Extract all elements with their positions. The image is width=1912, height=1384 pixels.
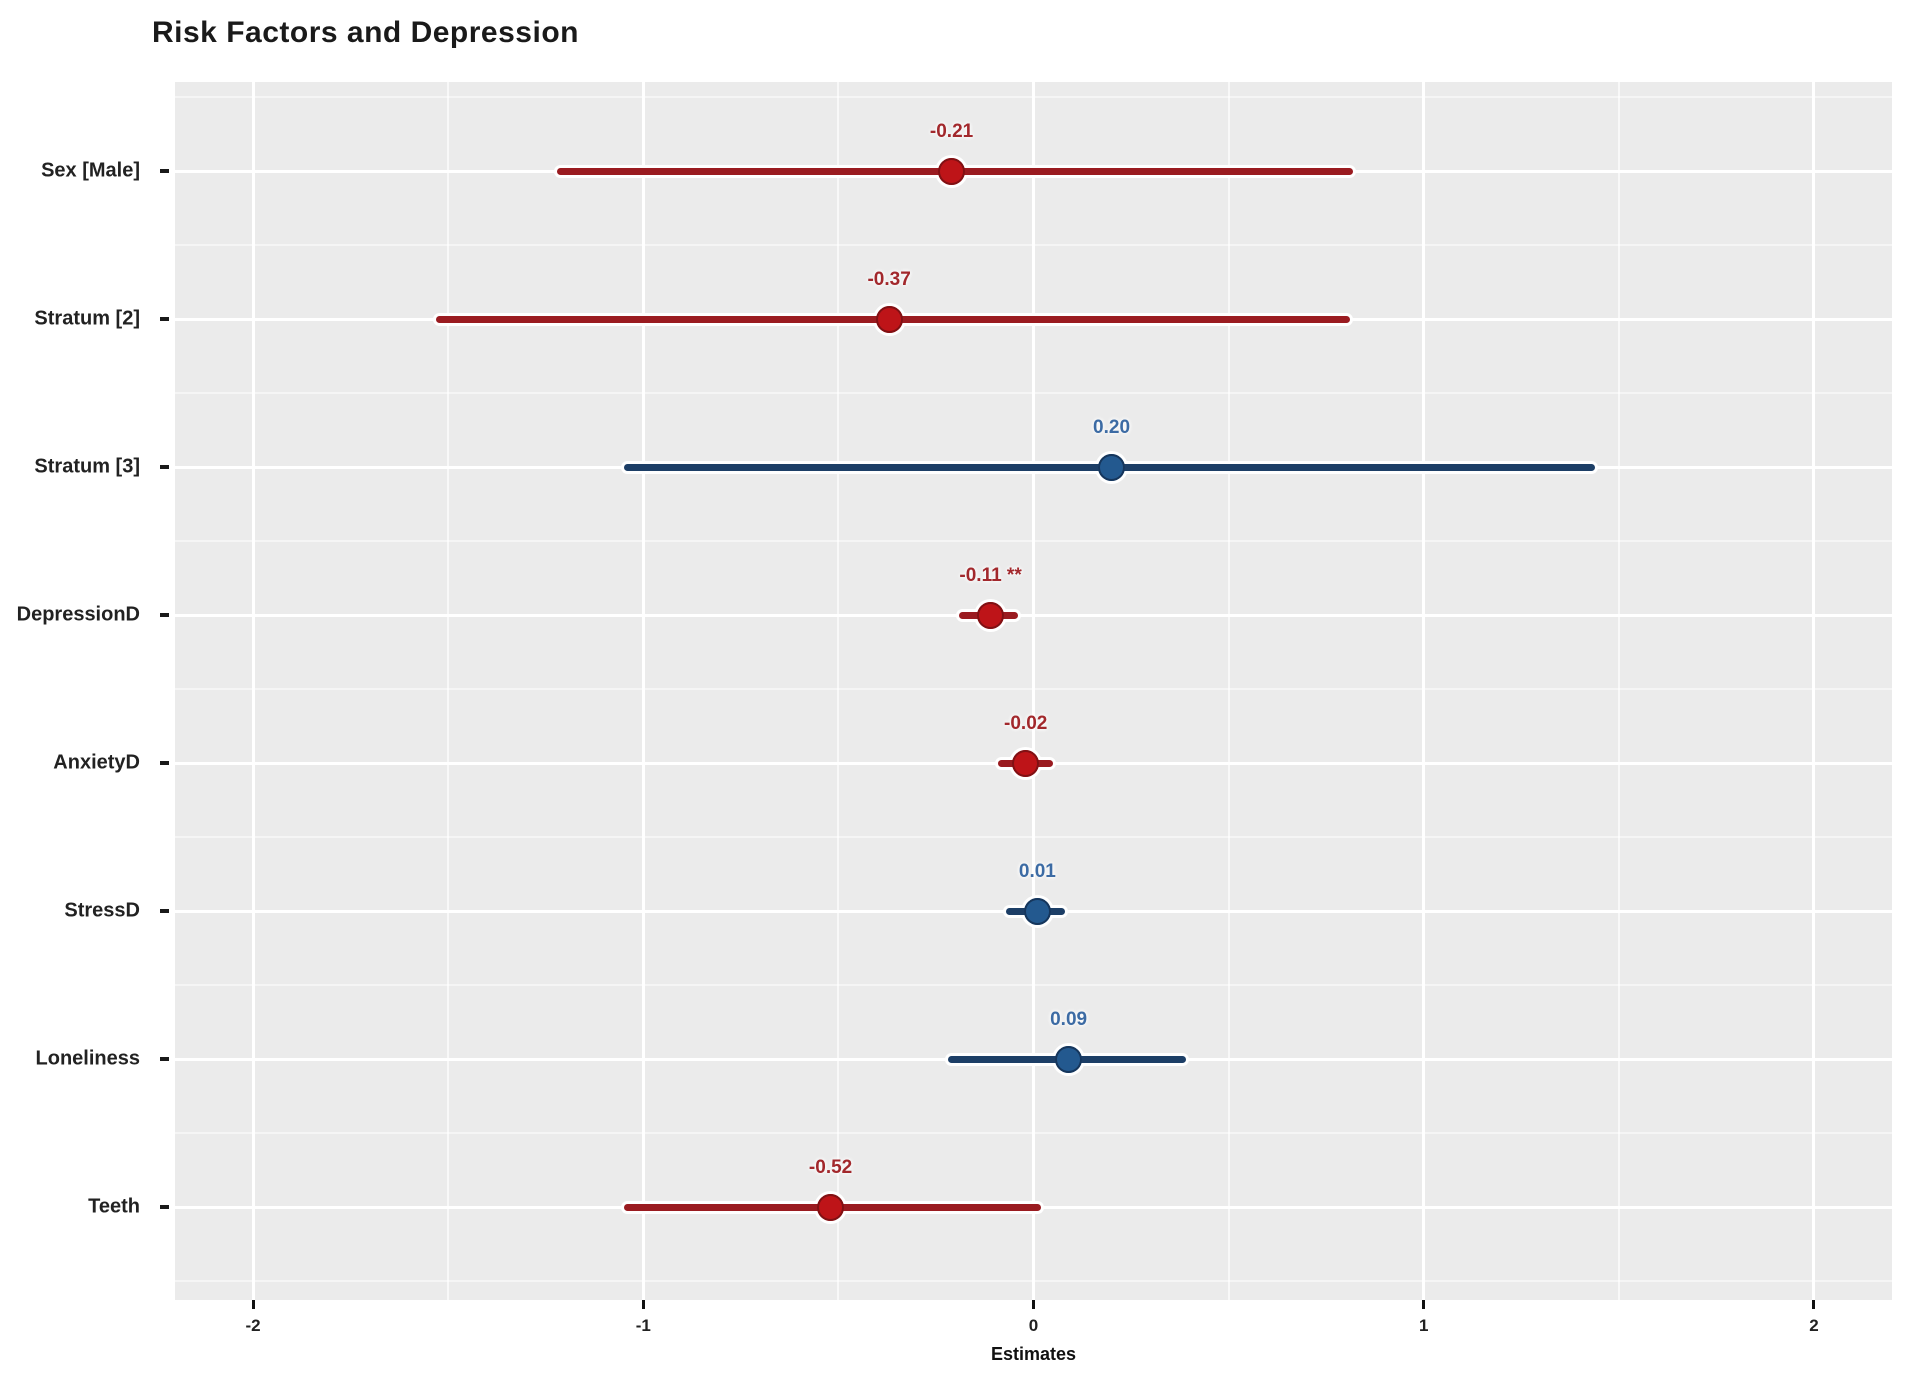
estimate-dot: [1023, 897, 1051, 925]
estimate-dot: [1012, 749, 1040, 777]
y-axis-tick-label: DepressionD: [16, 603, 140, 626]
y-axis-tick-label: Teeth: [88, 1195, 140, 1218]
y-gridline-minor: [175, 540, 1892, 542]
y-axis-tick-label: Sex [Male]: [41, 159, 140, 182]
y-axis-tick-label: Stratum [3]: [34, 455, 140, 478]
y-axis-tick-mark: [160, 909, 169, 913]
estimate-dot: [1055, 1045, 1083, 1073]
y-axis-tick-label: Loneliness: [35, 1047, 140, 1070]
x-axis-tick-label: -1: [635, 1316, 651, 1335]
estimate-dot: [938, 157, 966, 185]
y-axis-tick-label: Stratum [2]: [34, 307, 140, 330]
y-axis-tick-mark: [160, 317, 169, 321]
y-gridline-minor: [175, 96, 1892, 98]
plot-panel: -0.21 -0.37 0.20 -0.11 ** -0.02 0.01 0.09 -0.52: [175, 82, 1892, 1300]
estimate-dot: [817, 1193, 845, 1221]
estimate-value-label: -0.21: [929, 121, 974, 142]
x-axis-tick-label: 0: [1028, 1316, 1039, 1335]
x-axis-tick-mark: [251, 1300, 255, 1309]
x-gridline-minor: [447, 82, 450, 1300]
x-gridline-major: [1812, 82, 1816, 1300]
y-axis-tick-mark: [160, 1205, 169, 1209]
x-gridline-minor: [1227, 82, 1230, 1300]
estimate-value-label: -0.52: [808, 1157, 853, 1178]
y-axis-tick-mark: [160, 613, 169, 617]
y-axis-tick-mark: [160, 1057, 169, 1061]
y-gridline-minor: [175, 244, 1892, 246]
chart-title: Risk Factors and Depression: [152, 16, 579, 49]
estimate-dot: [1098, 453, 1126, 481]
estimate-value-label: -0.02: [1004, 713, 1048, 734]
y-axis-tick-mark: [160, 761, 169, 765]
estimate-value-label: -0.37: [867, 269, 911, 290]
estimate-value-label: -0.11 **: [959, 565, 1022, 586]
estimate-dot: [977, 601, 1005, 629]
y-axis-tick-mark: [160, 169, 169, 173]
x-axis-title: Estimates: [990, 1344, 1077, 1364]
y-gridline-minor: [175, 1280, 1892, 1282]
y-axis-tick-label: AnxietyD: [53, 751, 140, 774]
y-gridline-minor: [175, 836, 1892, 838]
x-axis-tick-mark: [1032, 1300, 1035, 1309]
y-axis-tick-label: StressD: [64, 899, 140, 922]
x-axis-tick-label: -2: [245, 1316, 261, 1335]
y-gridline-major: [175, 613, 1892, 617]
estimate-value-label: 0.09: [1050, 1009, 1088, 1030]
x-gridline-minor: [837, 82, 840, 1300]
x-gridline-major: [641, 82, 645, 1300]
y-gridline-minor: [175, 688, 1892, 690]
x-gridline-minor: [1617, 82, 1620, 1300]
estimate-value-label: 0.20: [1093, 417, 1131, 438]
y-gridline-minor: [175, 1132, 1892, 1134]
x-gridline-major: [251, 82, 255, 1300]
x-gridline-major: [1422, 82, 1426, 1300]
x-axis-tick-label: 1: [1418, 1316, 1429, 1335]
x-gridline-major: [1032, 82, 1035, 1300]
y-gridline-minor: [175, 392, 1892, 394]
x-axis-tick-label: 2: [1809, 1316, 1819, 1335]
y-gridline-minor: [175, 984, 1892, 986]
x-axis-tick-mark: [641, 1300, 645, 1309]
x-axis-tick-mark: [1812, 1300, 1816, 1309]
estimate-dot: [875, 305, 903, 333]
x-axis-tick-mark: [1422, 1300, 1426, 1309]
y-axis-tick-mark: [160, 465, 169, 469]
estimate-value-label: 0.01: [1018, 861, 1056, 882]
